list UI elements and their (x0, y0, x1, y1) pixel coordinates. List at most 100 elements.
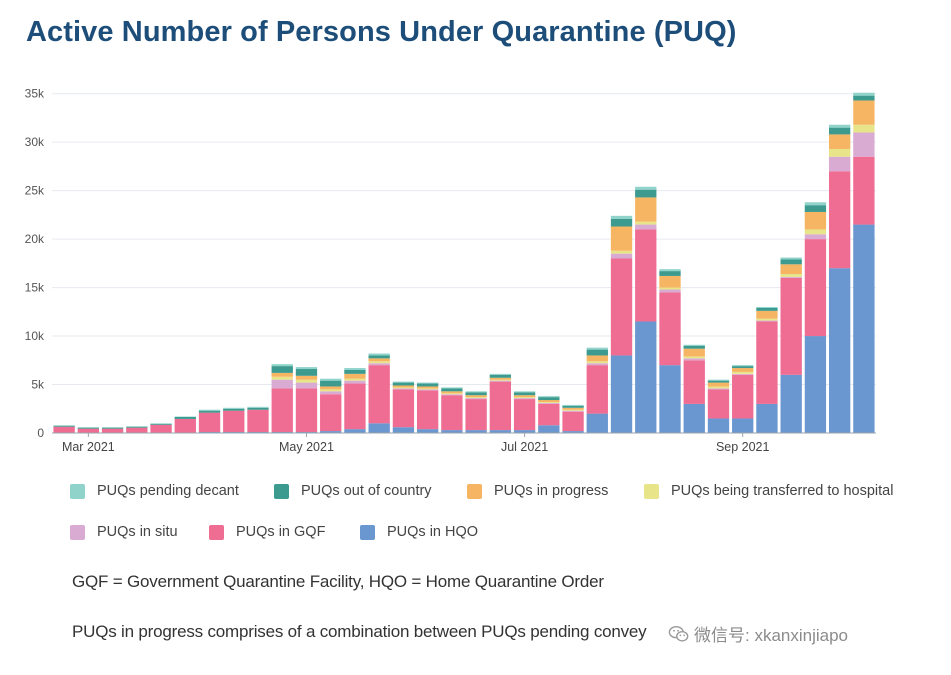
bar-puqs-pending-decant (344, 368, 366, 370)
bar-puqs-out-of-country (150, 423, 172, 425)
bar-puqs-in-gqf (174, 418, 196, 433)
bar-puqs-out-of-country (441, 388, 463, 392)
bar-puqs-pending-decant (659, 269, 681, 272)
bar-puqs-pending-decant (683, 344, 705, 346)
bar-puqs-in-gqf (780, 277, 802, 375)
bar-puqs-in-hqo (441, 430, 463, 433)
bar-puqs-pending-decant (77, 427, 100, 428)
bar-puqs-being-transferred-to-hospital (756, 318, 778, 321)
bar-puqs-out-of-country (562, 405, 584, 408)
bar-puqs-in-progress (538, 400, 560, 402)
bar-puqs-in-gqf (804, 239, 827, 337)
bar-puqs-in-hqo (756, 403, 778, 433)
legend-label: PUQs pending decant (97, 483, 239, 499)
bar-puqs-out-of-country (659, 271, 681, 276)
bar-puqs-pending-decant (174, 416, 196, 418)
bar-puqs-in-hqo (610, 355, 633, 433)
legend-item-in-hqo[interactable]: PUQs in HQO (360, 524, 478, 540)
bar-puqs-in-hqo (635, 321, 657, 433)
bar-puqs-in-situ (320, 391, 342, 395)
bar-puqs-pending-decant (489, 373, 512, 375)
bar-puqs-in-progress (853, 100, 875, 125)
bar-puqs-in-gqf (441, 395, 463, 431)
legend-label: PUQs out of country (301, 483, 432, 499)
bar-puqs-in-progress (416, 386, 439, 389)
bar-puqs-out-of-country (198, 410, 221, 413)
bar-puqs-in-gqf (513, 399, 536, 431)
bar-puqs-pending-decant (756, 306, 778, 308)
bar-puqs-out-of-country (320, 380, 342, 387)
bar-puqs-being-transferred-to-hospital (732, 371, 754, 374)
bar-puqs-in-situ (707, 388, 730, 390)
legend-item-out-of-country[interactable]: PUQs out of country (274, 483, 432, 499)
y-tick-label: 0 (37, 426, 44, 440)
bar-puqs-in-progress (489, 377, 512, 380)
bar-puqs-in-situ (392, 388, 415, 390)
bar-puqs-in-situ (635, 224, 657, 230)
legend-swatch (467, 483, 482, 499)
bar-puqs-being-transferred-to-hospital (780, 274, 802, 277)
bar-puqs-in-situ (804, 234, 827, 240)
bar-puqs-out-of-country (101, 427, 124, 429)
bar-puqs-in-gqf (635, 229, 657, 322)
abbreviations-note: GQF = Government Quarantine Facility, HQ… (72, 572, 604, 591)
bar-puqs-being-transferred-to-hospital (368, 361, 390, 364)
bar-puqs-being-transferred-to-hospital (659, 287, 681, 290)
legend-item-transferred-to-hospital[interactable]: PUQs being transferred to hospital (644, 483, 893, 499)
legend-swatch (360, 524, 375, 540)
bar-puqs-in-gqf (150, 424, 172, 433)
legend-swatch (70, 483, 85, 499)
bar-puqs-pending-decant (804, 202, 827, 206)
legend-swatch (209, 524, 224, 540)
legend-swatch (70, 524, 85, 540)
legend-item-pending-decant[interactable]: PUQs pending decant (70, 483, 239, 499)
legend-label: PUQs in progress (494, 483, 609, 499)
bar-puqs-out-of-country (683, 345, 705, 349)
bar-puqs-in-hqo (683, 403, 705, 433)
legend-item-in-progress[interactable]: PUQs in progress (467, 483, 608, 499)
legend-item-in-gqf[interactable]: PUQs in GQF (209, 524, 325, 540)
legend-item-in-situ[interactable]: PUQs in situ (70, 524, 178, 540)
bar-puqs-pending-decant (101, 427, 124, 428)
y-tick-label: 15k (25, 281, 45, 295)
bar-puqs-in-progress (586, 355, 608, 362)
bar-puqs-in-gqf (756, 321, 778, 404)
bar-puqs-out-of-country (392, 382, 415, 386)
bar-puqs-in-situ (780, 276, 802, 278)
bar-puqs-in-gqf (562, 411, 584, 432)
bar-puqs-in-progress (732, 368, 754, 372)
bar-puqs-being-transferred-to-hospital (295, 379, 318, 383)
x-tick-label: Mar 2021 (62, 440, 115, 454)
bar-puqs-in-gqf (853, 156, 875, 225)
bar-puqs-in-gqf (295, 388, 318, 433)
bar-puqs-in-progress (392, 385, 415, 388)
bar-puqs-pending-decant (828, 124, 851, 128)
watermark-text: 微信号: xkanxinjiapo (694, 626, 849, 645)
bar-puqs-pending-decant (513, 391, 536, 393)
bar-puqs-in-hqo (513, 430, 536, 433)
bar-puqs-being-transferred-to-hospital (465, 397, 487, 399)
bar-puqs-out-of-country (853, 95, 875, 101)
bar-puqs-in-hqo (804, 336, 827, 433)
bar-puqs-pending-decant (198, 409, 221, 411)
bar-puqs-in-gqf (732, 374, 754, 419)
bar-puqs-in-situ (441, 394, 463, 396)
bar-puqs-out-of-country (586, 349, 608, 356)
bar-puqs-pending-decant (126, 426, 148, 427)
bar-puqs-pending-decant (562, 404, 584, 406)
bar-puqs-in-progress (756, 310, 778, 319)
bar-puqs-in-situ (610, 253, 633, 259)
y-tick-label: 30k (25, 135, 45, 149)
bar-puqs-in-hqo (465, 430, 487, 433)
wechat-icon (668, 625, 689, 642)
bar-puqs-in-situ (513, 398, 536, 400)
bar-puqs-in-hqo (538, 425, 560, 433)
bar-puqs-pending-decant (780, 257, 802, 260)
bar-puqs-in-progress (683, 348, 705, 357)
bar-puqs-in-progress (271, 372, 293, 377)
legend-label: PUQs being transferred to hospital (671, 483, 894, 499)
bar-puqs-being-transferred-to-hospital (513, 397, 536, 399)
bar-puqs-in-hqo (828, 268, 851, 433)
bar-puqs-in-situ (659, 289, 681, 293)
bar-puqs-in-progress (707, 382, 730, 387)
